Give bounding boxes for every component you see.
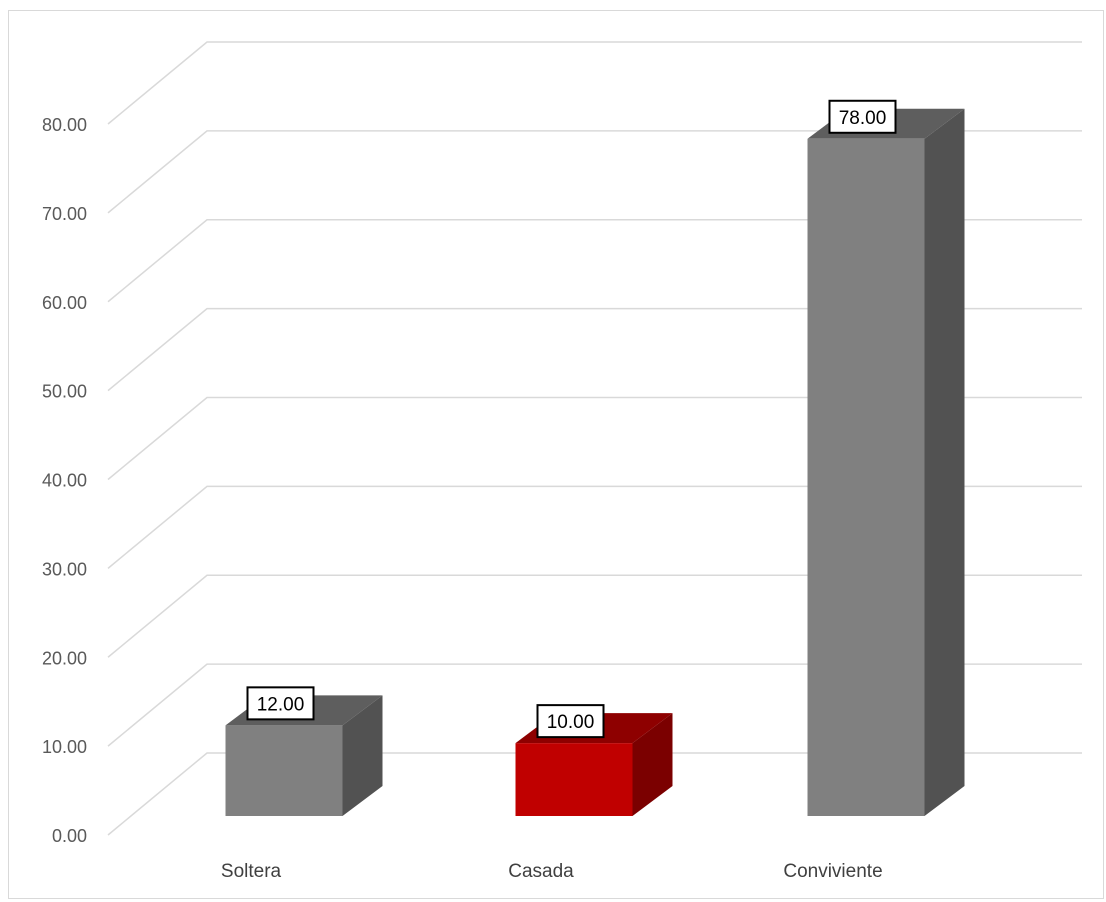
y-axis-ticks: 0.00 10.00 20.00 30.00 40.00 50.00 60.00 70.00 8…: [42, 115, 87, 846]
gridline: [107, 752, 1082, 836]
bar-chart: 0.00 10.00 20.00 30.00 40.00 50.00 60.00 70.00 8…: [42, 41, 1082, 882]
data-labels: 12.00 10.00 78.00: [246, 99, 897, 739]
y-tick-label: 20.00: [42, 648, 87, 668]
x-axis-categories: Soltera Casada Conviviente: [221, 861, 883, 882]
gridline: [107, 130, 1082, 214]
y-tick-label: 50.00: [42, 382, 87, 402]
data-label: 10.00: [547, 712, 595, 733]
y-tick-label: 40.00: [42, 471, 87, 491]
gridline: [107, 574, 1082, 658]
bar-side: [924, 108, 965, 816]
data-label-box: [536, 704, 605, 739]
gridline: [107, 219, 1082, 303]
y-tick-label: 80.00: [42, 115, 87, 135]
gridline: [107, 663, 1082, 747]
bar: [515, 743, 633, 816]
gridline: [107, 307, 1082, 392]
y-tick-label: 70.00: [42, 204, 87, 224]
gridline: [107, 396, 1082, 481]
data-label: 12.00: [257, 694, 305, 715]
y-tick-label: 60.00: [42, 293, 87, 313]
data-label: 78.00: [839, 108, 887, 129]
gridline: [107, 485, 1082, 569]
data-label-box: [828, 99, 897, 134]
gridlines: [107, 41, 1082, 836]
y-tick-label: 30.00: [42, 559, 87, 579]
gridline: [107, 41, 1082, 125]
data-label-box: [246, 686, 315, 721]
bar: [807, 138, 925, 816]
y-tick-label: 0.00: [52, 826, 87, 846]
x-category-label: Conviviente: [783, 861, 882, 882]
chart-frame: 0.00 10.00 20.00 30.00 40.00 50.00 60.00 70.00 8…: [8, 10, 1104, 899]
y-tick-label: 10.00: [42, 737, 87, 757]
bar: [225, 725, 343, 816]
x-category-label: Casada: [508, 861, 574, 882]
bar-side: [632, 713, 673, 816]
bar-side: [342, 695, 383, 816]
x-category-label: Soltera: [221, 861, 282, 882]
